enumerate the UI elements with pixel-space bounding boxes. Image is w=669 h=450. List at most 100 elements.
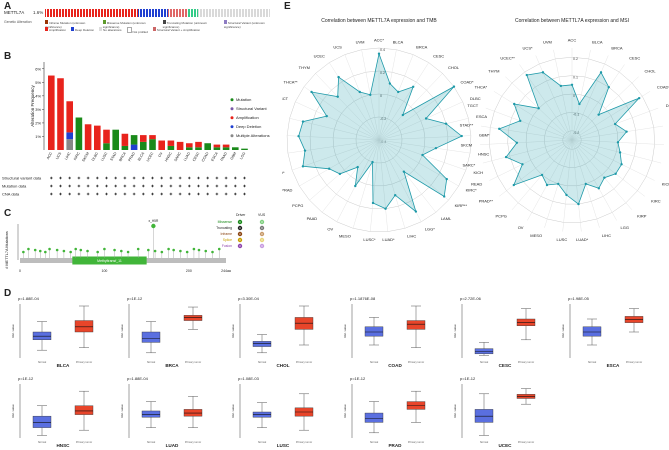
oncoprint-cell [54, 9, 56, 17]
radar-category-label: THCA* [475, 85, 488, 90]
bar-segment [57, 78, 64, 150]
y-tick-label: 6% [35, 66, 41, 71]
radar-spoke [378, 139, 406, 229]
radar-ring [489, 56, 655, 223]
alteration-percent: 1.6% [33, 10, 44, 15]
hotspot-label: x_H5R [149, 219, 159, 223]
radar-category-label: KIRP** [455, 203, 468, 208]
legend-dot-driver [237, 243, 243, 249]
oncoprint-cell [94, 9, 96, 17]
radar-category-label: PRAD** [479, 199, 494, 204]
radar-point [599, 71, 603, 74]
normal-box [474, 348, 494, 355]
oncoprint-cell [216, 9, 218, 17]
oncoprint-cell [250, 9, 252, 17]
lollipop-head [204, 249, 208, 253]
legend-dot-vus [259, 231, 265, 237]
x-tick-label: PAAD [220, 151, 228, 162]
radar-point [338, 172, 342, 176]
row-marker [86, 184, 90, 188]
legend-item: Structural Variant + Amplification [152, 27, 200, 34]
bar-segment [130, 144, 138, 150]
row-marker [77, 176, 81, 180]
lollipop-head [179, 249, 182, 253]
oncoprint-cell [238, 9, 240, 17]
oncoprint-cell [168, 9, 170, 17]
radar-point [537, 107, 540, 110]
x-group-label: Normal [38, 360, 47, 364]
x-group-label: Normal [370, 360, 379, 364]
lollipop-head [27, 247, 30, 251]
oncoprint-cell [181, 9, 183, 17]
radar-title: Correlation between METTL7A expression a… [515, 18, 629, 24]
radar-point [434, 146, 438, 150]
row-marker [59, 192, 62, 196]
legend-count: 0 [261, 226, 263, 230]
row-marker [151, 184, 154, 188]
legend-dot [230, 134, 234, 138]
radar-point [525, 73, 529, 77]
oncoprint-cell [217, 9, 219, 17]
oncoprint-legend-2: Amplification Deep Deletion No alteratio… [45, 27, 277, 34]
row-marker [68, 192, 71, 196]
radar-series [298, 52, 463, 213]
radar-category-label: UCS [333, 45, 342, 50]
bar-segment [167, 145, 175, 150]
p-value-label: p=1E-12 [127, 296, 143, 301]
x-group-label: Normal [258, 360, 267, 364]
radar-category-label: CESC [629, 55, 640, 60]
oncoprint-cell [235, 9, 237, 17]
radar-point [444, 122, 448, 125]
row-marker [77, 192, 81, 196]
lollipop-head [74, 247, 78, 251]
x-group-label: Primary tumor [518, 440, 534, 444]
oncoprint-cell [208, 9, 210, 17]
radar-category-label: LIHC [602, 233, 611, 238]
radar-category-label: SARC* [463, 163, 476, 168]
panel-label-b: B [4, 51, 12, 62]
oncoprint-cell [156, 9, 158, 17]
domain-label: Methyltransf_11 [97, 259, 122, 263]
radar-category-label: HNSC [478, 152, 489, 157]
oncoprint-cell [139, 9, 141, 17]
legend-item: Structural Variant (unknown significance… [223, 20, 265, 29]
legend-item: Missense Mutation (unknown significance) [102, 20, 146, 29]
radar-spoke [378, 139, 422, 222]
bar-segment [195, 141, 202, 148]
x-group-label: Primary tumor [76, 440, 92, 444]
normal-box [252, 341, 272, 347]
radar-category-label: ESCA [476, 114, 487, 119]
x-tick-label: CESC [192, 151, 201, 162]
row-marker [197, 176, 200, 180]
x-tick-label: 0 [19, 269, 21, 273]
radar-category-label: MESO [339, 233, 351, 238]
radar-point [565, 193, 568, 197]
lollipop-head [55, 248, 59, 252]
oncoprint-cell [192, 9, 194, 17]
oncoprint-cell [145, 9, 147, 17]
oncoprint-cell [184, 9, 186, 17]
oncoprint-cell [64, 9, 66, 17]
radar-category-label: READ* [282, 170, 285, 175]
lollipop-head [167, 247, 170, 251]
radar-category-label: LAML [441, 216, 452, 221]
row-marker [114, 176, 117, 180]
bar-segment [186, 147, 193, 150]
row-marker [224, 192, 228, 196]
oncoprint-cell [81, 9, 83, 17]
oncoprint-cell [78, 9, 80, 17]
legend-count: 0 [261, 238, 263, 242]
radar-category-label: SKCM [461, 143, 473, 148]
x-tick-label: COAD [201, 151, 210, 162]
x-tick-label: STAD [109, 151, 117, 161]
row-marker [96, 176, 99, 180]
bar-segment [195, 147, 202, 150]
radar-spoke [352, 139, 380, 229]
radar-category-label: TGCT [282, 96, 289, 101]
row-marker [77, 184, 81, 188]
gene-label: METTL7A [4, 10, 25, 15]
oncoprint-legend-1: Inframe Mutation (unknown significance) … [45, 20, 277, 29]
oncoprint-cell [100, 9, 102, 17]
legend-dot-driver [237, 225, 243, 231]
radar-category-label: PRAD [282, 188, 292, 193]
